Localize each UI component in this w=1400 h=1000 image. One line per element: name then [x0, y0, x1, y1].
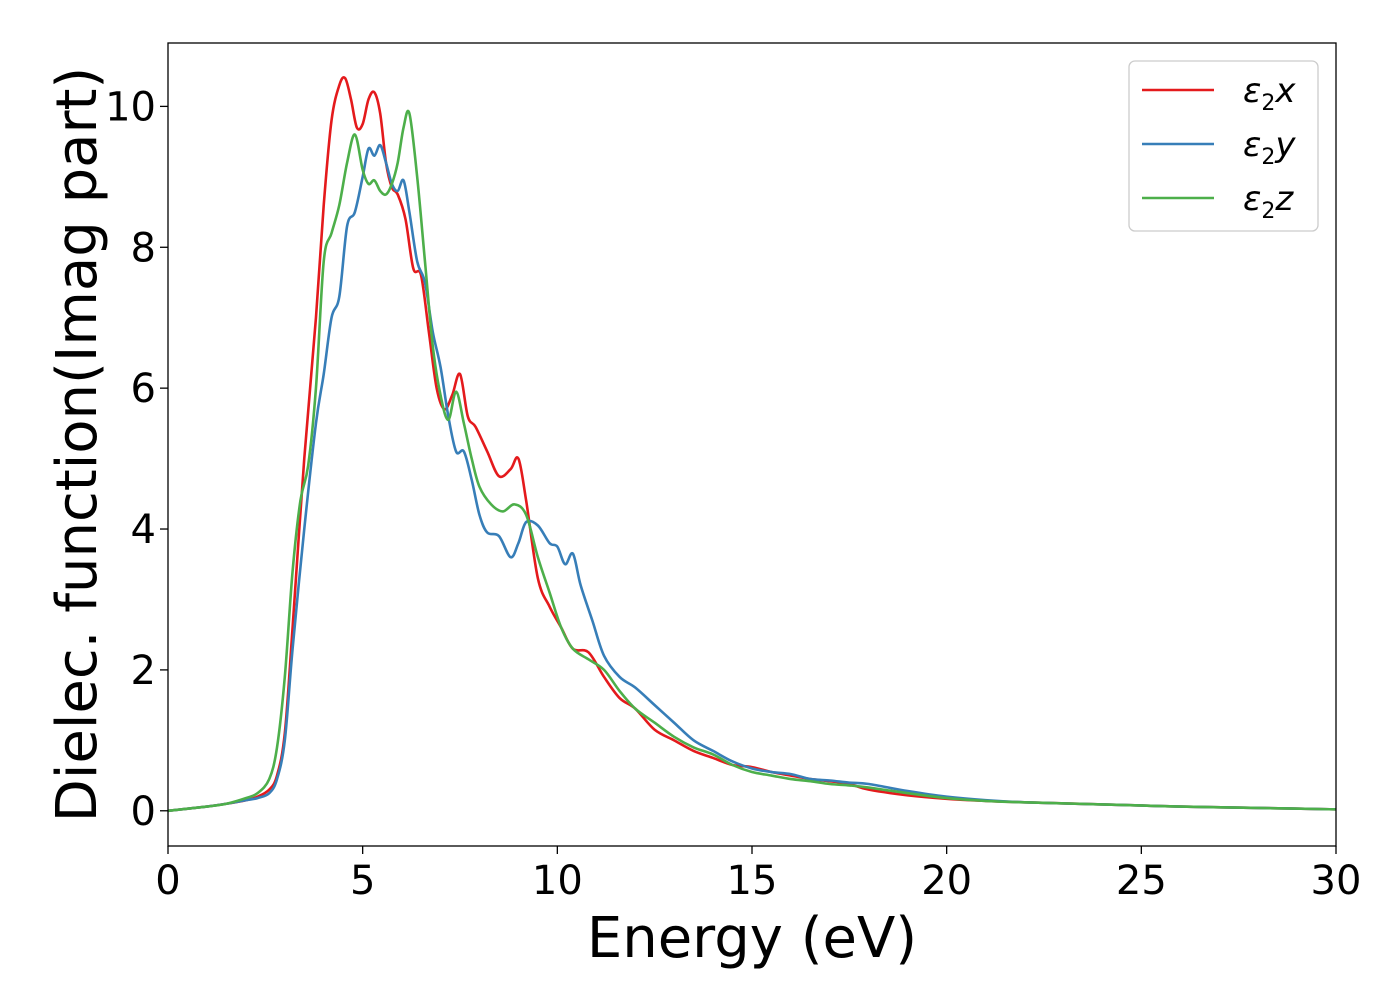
x-tick-label: 30 [1311, 858, 1362, 904]
x-axis-ticks: 0 5 10 15 20 25 30 [155, 846, 1361, 904]
y-tick-label: 0 [131, 789, 156, 835]
y-tick-label: 8 [131, 225, 156, 271]
x-tick-label: 10 [532, 858, 583, 904]
x-tick-label: 0 [155, 858, 180, 904]
legend-label-z: ε2z [1243, 179, 1294, 224]
legend: ε2x ε2y ε2z [1128, 60, 1319, 232]
x-tick-label: 15 [727, 858, 778, 904]
legend-label-x: ε2x [1243, 71, 1296, 116]
y-tick-label: 4 [131, 507, 156, 553]
y-tick-label: 2 [131, 648, 156, 694]
legend-label-y: ε2y [1243, 125, 1296, 170]
legend-box [1128, 60, 1319, 232]
y-tick-label: 6 [131, 366, 156, 412]
y-axis-ticks: 0 2 4 6 8 10 [105, 84, 168, 835]
x-tick-label: 20 [921, 858, 972, 904]
x-tick-label: 5 [350, 858, 375, 904]
series-layer [168, 76, 1336, 813]
series-line-y [168, 143, 1336, 813]
y-tick-label: 10 [105, 84, 156, 130]
x-tick-label: 25 [1116, 858, 1167, 904]
y-axis-title: Dielec. function(Imag part) [45, 67, 110, 823]
x-axis-title: Energy (eV) [587, 906, 917, 971]
series-line-z [168, 109, 1336, 813]
